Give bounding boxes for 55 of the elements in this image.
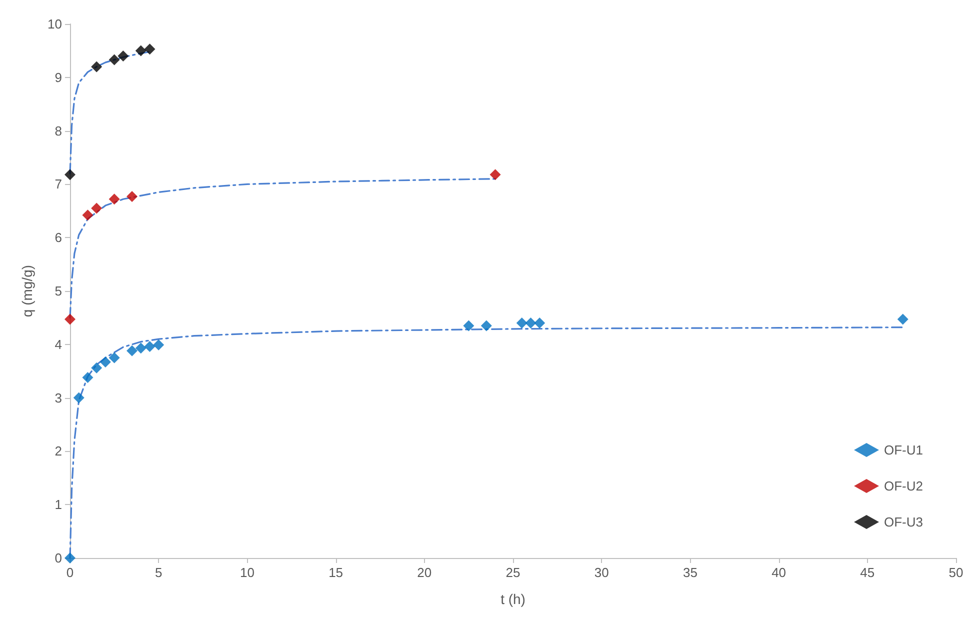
point bbox=[108, 54, 120, 66]
point bbox=[82, 210, 94, 221]
y-tick-label: 10 bbox=[48, 16, 62, 32]
point bbox=[144, 341, 156, 352]
point bbox=[64, 552, 76, 564]
point bbox=[64, 169, 76, 180]
y-tick-label: 0 bbox=[54, 550, 62, 566]
y-tick-label: 6 bbox=[54, 230, 62, 246]
x-tick-label: 50 bbox=[948, 565, 964, 580]
x-tick-label: 25 bbox=[506, 565, 520, 580]
point bbox=[463, 320, 474, 332]
legend-label: OF-U3 bbox=[884, 514, 923, 530]
point bbox=[91, 362, 102, 374]
x-tick-label: 5 bbox=[154, 565, 162, 580]
x-tick-label: 35 bbox=[682, 565, 698, 580]
point bbox=[91, 61, 102, 72]
point bbox=[144, 44, 156, 55]
point bbox=[64, 314, 76, 325]
x-tick-label: 30 bbox=[594, 565, 609, 580]
y-tick-label: 7 bbox=[54, 176, 62, 192]
point bbox=[126, 190, 138, 202]
point bbox=[135, 45, 146, 56]
x-tick-label: 15 bbox=[328, 565, 344, 580]
point bbox=[100, 356, 111, 368]
point bbox=[534, 318, 546, 329]
point bbox=[135, 342, 146, 354]
y-tick-label: 3 bbox=[54, 390, 62, 406]
point bbox=[490, 169, 501, 180]
y-tick-label: 2 bbox=[54, 444, 62, 459]
point bbox=[73, 392, 84, 404]
legend-label: OF-U1 bbox=[884, 442, 923, 458]
x-tick-label: 10 bbox=[240, 565, 254, 580]
point bbox=[108, 352, 120, 364]
y-tick-label: 4 bbox=[54, 336, 62, 352]
point bbox=[516, 318, 528, 329]
point bbox=[153, 339, 164, 350]
point bbox=[480, 320, 492, 332]
x-tick-label: 40 bbox=[772, 565, 786, 580]
point bbox=[897, 314, 908, 325]
y-tick-label: 8 bbox=[54, 123, 62, 138]
x-tick-label: 45 bbox=[860, 565, 875, 580]
point bbox=[525, 318, 536, 329]
y-tick-label: 1 bbox=[54, 497, 62, 512]
point bbox=[108, 194, 120, 205]
x-tick-label: 20 bbox=[417, 565, 432, 580]
y-tick-label: 9 bbox=[54, 70, 62, 85]
legend-label: OF-U2 bbox=[884, 478, 923, 494]
point bbox=[126, 345, 138, 356]
point bbox=[118, 50, 129, 62]
x-axis-title: t (h) bbox=[500, 591, 526, 607]
y-axis-title: q (mg/g) bbox=[19, 264, 35, 318]
x-tick-label: 0 bbox=[66, 565, 74, 580]
y-tick-label: 5 bbox=[54, 284, 62, 298]
point bbox=[91, 202, 102, 214]
point bbox=[82, 372, 94, 384]
